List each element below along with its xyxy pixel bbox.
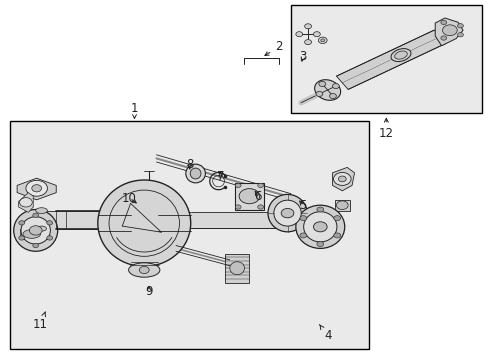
Text: 3: 3 <box>299 50 306 63</box>
Ellipse shape <box>37 226 46 231</box>
Polygon shape <box>185 212 283 228</box>
Circle shape <box>19 221 24 225</box>
Circle shape <box>26 180 47 196</box>
Ellipse shape <box>394 51 407 59</box>
Circle shape <box>19 236 24 240</box>
Ellipse shape <box>303 212 336 242</box>
Polygon shape <box>190 212 281 228</box>
Polygon shape <box>29 211 107 229</box>
Circle shape <box>442 25 456 36</box>
Polygon shape <box>334 200 349 211</box>
Polygon shape <box>20 229 49 239</box>
Circle shape <box>299 216 306 221</box>
Ellipse shape <box>185 164 205 183</box>
Ellipse shape <box>14 210 58 251</box>
Circle shape <box>20 198 32 207</box>
Circle shape <box>313 32 320 37</box>
Circle shape <box>333 233 340 238</box>
Circle shape <box>239 189 259 204</box>
Circle shape <box>316 207 323 212</box>
Circle shape <box>29 226 42 235</box>
Bar <box>10 121 368 349</box>
Polygon shape <box>434 18 462 46</box>
Text: 10: 10 <box>122 192 137 204</box>
Circle shape <box>329 94 336 99</box>
Polygon shape <box>336 30 445 89</box>
Polygon shape <box>158 215 190 231</box>
Circle shape <box>304 24 311 29</box>
Circle shape <box>139 266 149 274</box>
Ellipse shape <box>314 80 340 100</box>
Ellipse shape <box>229 262 244 275</box>
Ellipse shape <box>190 168 201 179</box>
Text: 1: 1 <box>130 102 138 118</box>
Circle shape <box>281 208 293 218</box>
Polygon shape <box>98 215 130 231</box>
Polygon shape <box>224 254 249 283</box>
Circle shape <box>318 37 326 44</box>
Polygon shape <box>19 193 33 212</box>
Circle shape <box>257 205 263 209</box>
Text: 9: 9 <box>145 285 153 298</box>
Circle shape <box>32 185 41 192</box>
Circle shape <box>318 81 325 86</box>
Text: 11: 11 <box>33 312 48 330</box>
Circle shape <box>33 213 39 217</box>
Circle shape <box>316 242 323 247</box>
Circle shape <box>295 32 302 37</box>
Circle shape <box>304 40 311 45</box>
Circle shape <box>332 84 339 89</box>
Ellipse shape <box>21 217 50 244</box>
Circle shape <box>315 91 322 96</box>
Ellipse shape <box>267 194 306 232</box>
Circle shape <box>313 222 326 232</box>
Circle shape <box>333 216 340 221</box>
Polygon shape <box>332 167 354 191</box>
Text: 12: 12 <box>378 118 393 140</box>
Ellipse shape <box>336 201 347 210</box>
Ellipse shape <box>98 180 190 266</box>
Ellipse shape <box>36 208 47 213</box>
Text: 5: 5 <box>299 199 306 212</box>
Text: 6: 6 <box>254 190 262 203</box>
Text: 7: 7 <box>217 170 224 183</box>
Text: 4: 4 <box>319 324 331 342</box>
Circle shape <box>299 233 306 238</box>
Circle shape <box>257 183 263 188</box>
Circle shape <box>457 33 463 37</box>
Circle shape <box>320 39 324 42</box>
Bar <box>290 5 481 113</box>
Circle shape <box>333 172 350 185</box>
Circle shape <box>33 243 39 248</box>
Ellipse shape <box>273 200 301 226</box>
Ellipse shape <box>295 205 344 248</box>
Circle shape <box>235 205 241 209</box>
Ellipse shape <box>23 230 41 238</box>
Ellipse shape <box>128 263 160 277</box>
Circle shape <box>47 221 53 225</box>
Text: 8: 8 <box>185 158 193 171</box>
Polygon shape <box>17 178 56 200</box>
Circle shape <box>338 176 346 182</box>
Circle shape <box>457 24 463 28</box>
Text: 2: 2 <box>264 40 282 55</box>
Circle shape <box>47 236 53 240</box>
Bar <box>234 183 264 210</box>
Circle shape <box>440 20 446 24</box>
Circle shape <box>235 183 241 188</box>
Circle shape <box>440 36 446 40</box>
Ellipse shape <box>390 49 410 62</box>
